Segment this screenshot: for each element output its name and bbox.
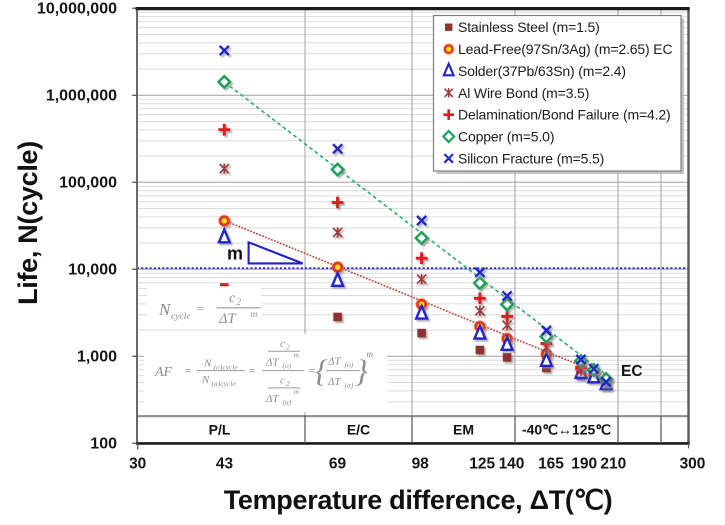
svg-text:=: = [248, 364, 256, 378]
svg-text:ΔT: ΔT [265, 357, 279, 369]
svg-text:E/C: E/C [347, 422, 370, 438]
svg-text:(a)cycle: (a)cycle [212, 379, 237, 388]
svg-text:(a): (a) [283, 398, 292, 407]
svg-text:Stainless Steel (m=1.5): Stainless Steel (m=1.5) [458, 19, 600, 35]
svg-text:m: m [294, 387, 300, 396]
svg-text:190: 190 [571, 456, 597, 473]
svg-text:cycle: cycle [171, 312, 191, 322]
svg-text:2: 2 [286, 343, 290, 352]
svg-text:c: c [280, 338, 285, 350]
svg-text:30: 30 [129, 456, 146, 473]
svg-text:Temperature difference, ΔT(℃): Temperature difference, ΔT(℃) [224, 485, 613, 515]
svg-text:210: 210 [600, 456, 626, 473]
svg-text:1,000: 1,000 [77, 349, 117, 366]
svg-text:100,000: 100,000 [59, 175, 117, 192]
svg-text:ΔT: ΔT [327, 356, 341, 368]
svg-text:10,000: 10,000 [68, 262, 117, 279]
svg-text:m: m [251, 310, 258, 320]
svg-text:N: N [201, 374, 210, 386]
svg-text:ΔT: ΔT [327, 376, 341, 388]
svg-text:140: 140 [499, 456, 525, 473]
svg-text:=: = [184, 364, 192, 378]
svg-text:98: 98 [412, 456, 430, 473]
svg-text:Silicon Fracture (m=5.5): Silicon Fracture (m=5.5) [458, 150, 604, 166]
svg-text:43: 43 [216, 456, 234, 473]
svg-text:ΔT: ΔT [265, 393, 279, 405]
svg-text:10,000,000: 10,000,000 [37, 1, 117, 18]
svg-text:Delamination/Bond Failure (m=4: Delamination/Bond Failure (m=4.2) [458, 107, 671, 123]
svg-text:N: N [158, 300, 172, 319]
svg-text:ΔT: ΔT [218, 311, 237, 327]
svg-text:300: 300 [680, 456, 706, 473]
svg-text:Al Wire Bond (m=3.5): Al Wire Bond (m=3.5) [458, 85, 589, 101]
svg-text:100: 100 [90, 436, 117, 453]
svg-text:(o): (o) [283, 361, 292, 370]
svg-text:Life, N(cycle): Life, N(cycle) [13, 141, 43, 305]
svg-text:(o): (o) [345, 360, 354, 369]
svg-text:}: } [355, 353, 368, 389]
svg-text:2: 2 [237, 297, 242, 307]
svg-text:m: m [227, 244, 243, 264]
svg-text:EM: EM [453, 422, 474, 438]
svg-text:=: = [196, 301, 205, 316]
svg-text:EC: EC [621, 363, 643, 380]
svg-text:69: 69 [329, 456, 347, 473]
svg-text:(a): (a) [345, 381, 354, 390]
svg-text:165: 165 [538, 456, 564, 473]
svg-text:Copper (m=5.0): Copper (m=5.0) [458, 129, 554, 145]
svg-text:m: m [294, 351, 300, 360]
svg-text:Solder(37Pb/63Sn) (m=2.4): Solder(37Pb/63Sn) (m=2.4) [458, 63, 626, 79]
svg-text:c: c [229, 291, 236, 306]
svg-text:(o)cycle: (o)cycle [214, 363, 239, 372]
svg-text:P/L: P/L [209, 422, 231, 438]
svg-text:m: m [367, 349, 374, 359]
svg-text:125: 125 [469, 456, 495, 473]
svg-text:1,000,000: 1,000,000 [46, 88, 117, 105]
svg-text:-40℃↔125℃: -40℃↔125℃ [522, 422, 611, 438]
svg-text:N: N [203, 358, 212, 370]
svg-text:=: = [308, 364, 316, 378]
svg-text:c: c [280, 375, 285, 387]
svg-text:AF: AF [154, 365, 173, 380]
svg-text:{: { [315, 353, 328, 389]
svg-text:2: 2 [286, 379, 290, 388]
svg-text:Lead-Free(97Sn/3Ag) (m=2.65) E: Lead-Free(97Sn/3Ag) (m=2.65) EC [458, 41, 672, 57]
